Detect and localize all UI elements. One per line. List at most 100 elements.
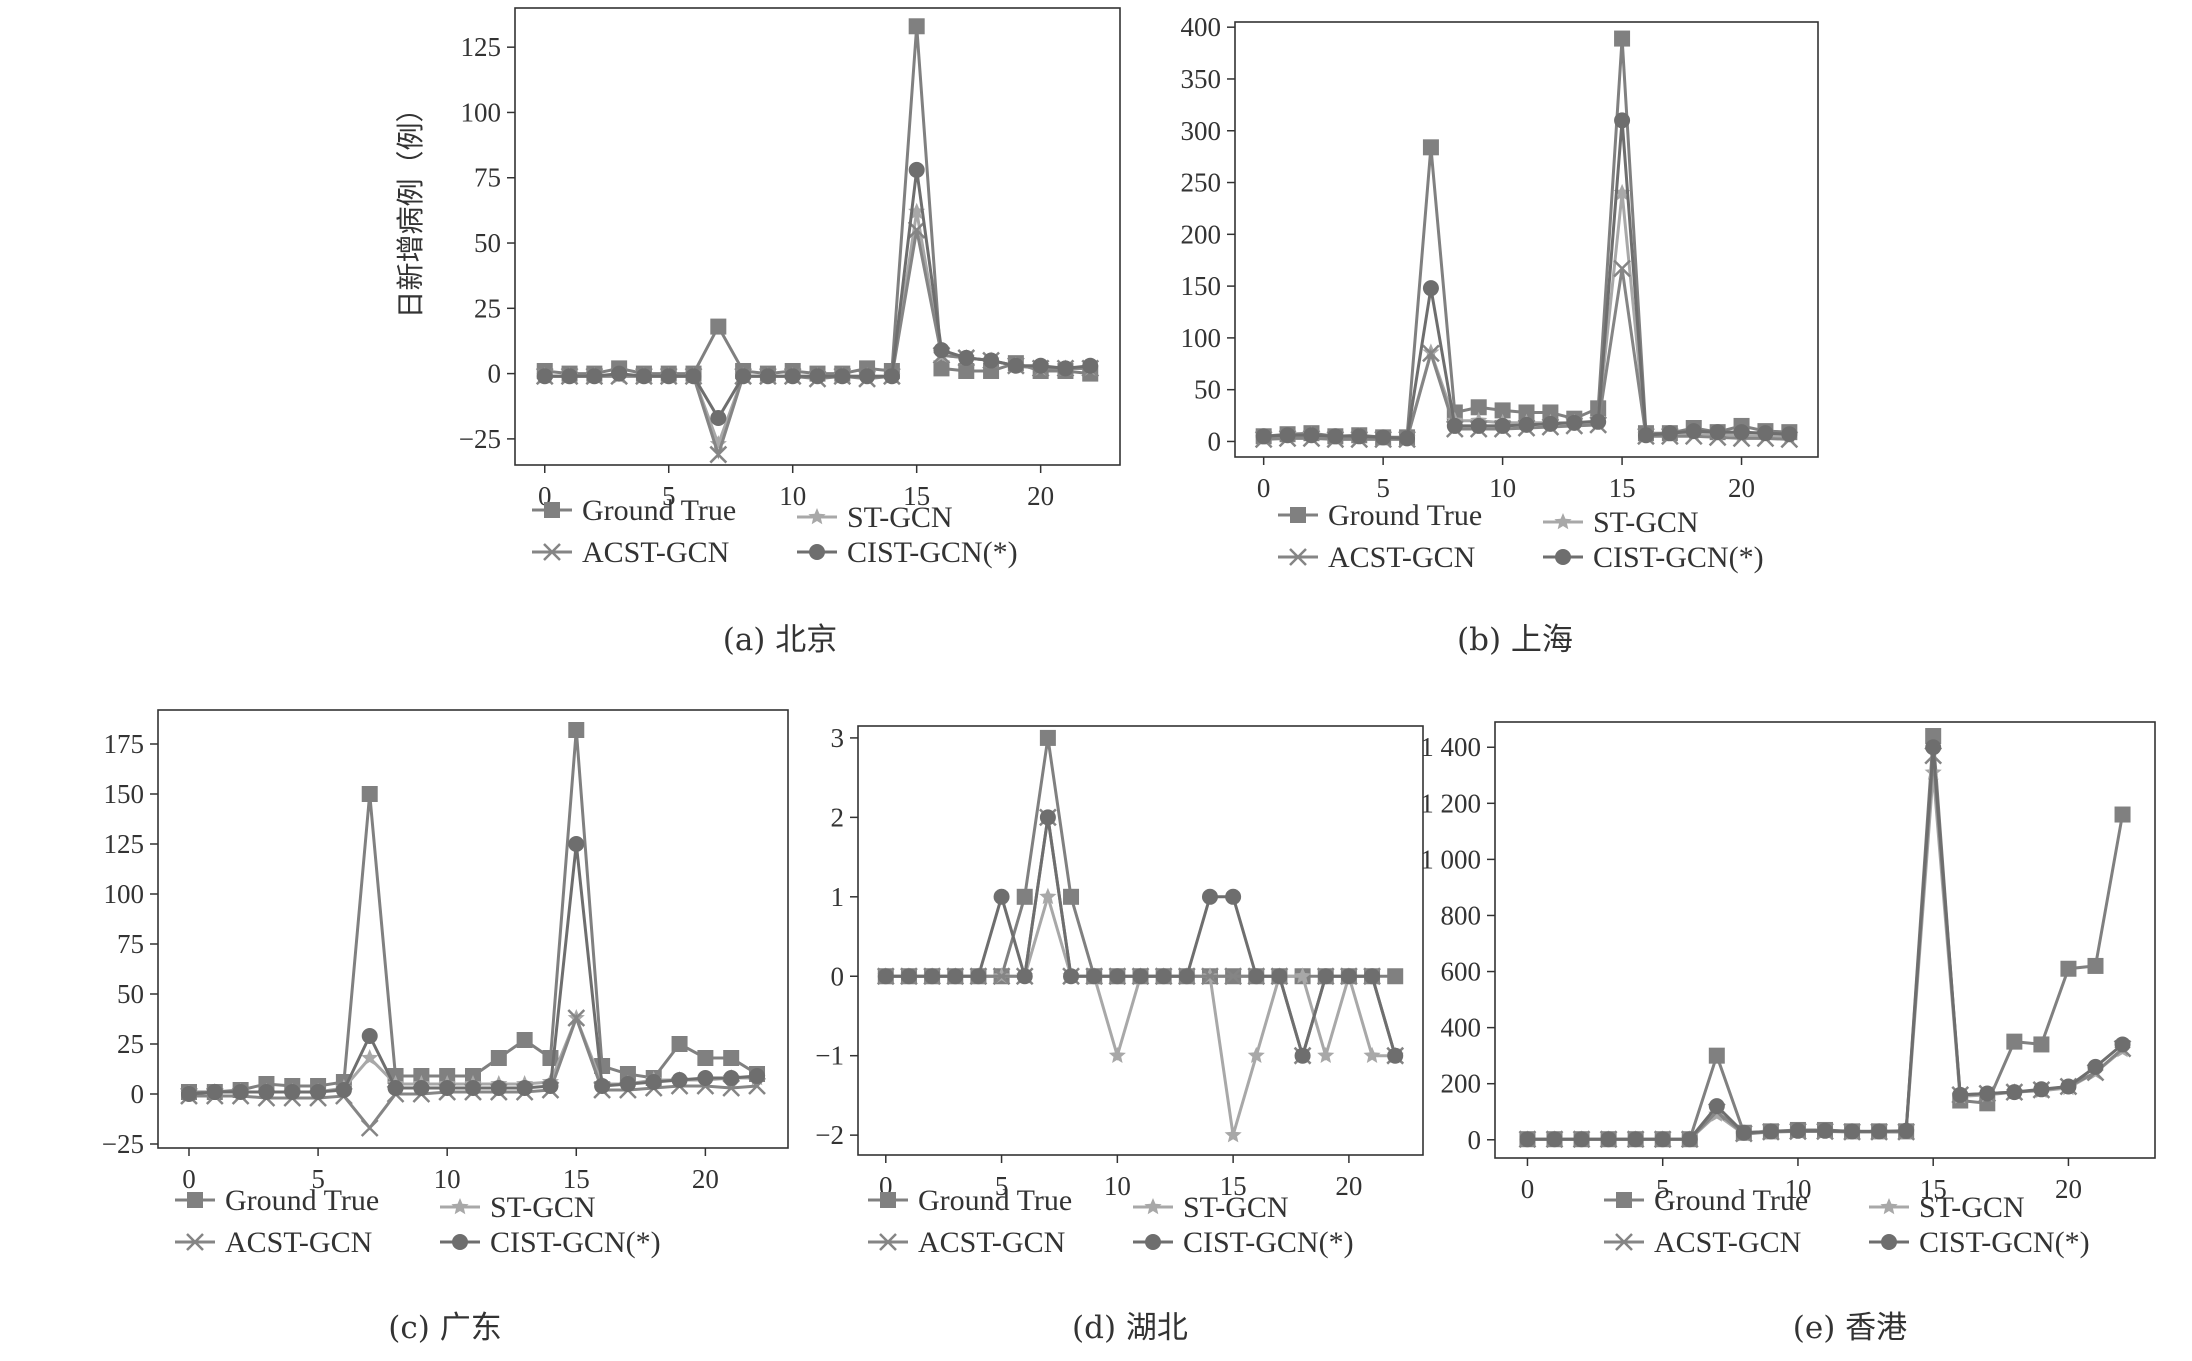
legend-label: ACST-GCN xyxy=(1328,541,1475,574)
y-tick-label: 600 xyxy=(1441,957,1482,987)
data-point xyxy=(709,435,727,452)
data-point xyxy=(1708,1098,1725,1115)
data-point xyxy=(594,1078,611,1094)
series-line xyxy=(1527,772,2124,1141)
y-tick-label: 0 xyxy=(1208,426,1222,456)
y-tick-label: 25 xyxy=(474,293,501,323)
x-tick-label: 10 xyxy=(779,481,806,511)
series-circle xyxy=(1255,112,1798,447)
data-point xyxy=(908,18,925,35)
y-tick-label: −2 xyxy=(815,1120,844,1150)
y-axis-label: 日新增病例（例） xyxy=(394,94,427,318)
data-point xyxy=(723,1050,740,1066)
data-point xyxy=(947,968,964,985)
legend-label: ST-GCN xyxy=(490,1191,596,1224)
data-point xyxy=(387,1080,404,1096)
x-tick-label: 5 xyxy=(1376,473,1390,503)
panel-caption: (d) 湖北 xyxy=(1072,1310,1188,1346)
y-tick-label: 0 xyxy=(131,1079,145,1109)
data-point xyxy=(567,1009,586,1027)
data-point xyxy=(1387,1047,1404,1064)
legend-marker xyxy=(544,502,560,518)
y-tick-label: 100 xyxy=(461,97,502,127)
y-tick-label: 150 xyxy=(1181,271,1222,301)
panel-caption: (c) 广东 xyxy=(388,1310,501,1346)
data-point xyxy=(735,368,752,385)
y-tick-label: 125 xyxy=(461,32,502,62)
legend-label: Ground True xyxy=(1654,1184,1808,1217)
data-point xyxy=(1201,967,1219,986)
legend-marker xyxy=(187,1192,203,1208)
x-tick-label: 20 xyxy=(1027,481,1054,511)
legend-label: Ground True xyxy=(918,1184,1072,1217)
data-point xyxy=(1925,728,1942,745)
data-point xyxy=(1637,427,1654,444)
y-tick-label: −25 xyxy=(102,1129,144,1159)
legend-marker xyxy=(1615,1233,1633,1251)
data-point xyxy=(1614,112,1631,129)
x-tick-label: 15 xyxy=(1609,473,1636,503)
data-point xyxy=(361,1049,379,1066)
x-tick-label: 5 xyxy=(662,481,676,511)
x-tick-label: 10 xyxy=(1104,1171,1131,1201)
legend-marker xyxy=(1145,1234,1161,1250)
data-point xyxy=(1224,967,1243,986)
data-point xyxy=(1351,428,1368,445)
data-point xyxy=(2060,960,2077,977)
data-point xyxy=(1422,139,1439,156)
series-line xyxy=(885,817,1397,1062)
legend-marker xyxy=(1289,548,1307,566)
data-point xyxy=(413,1080,430,1096)
plot-frame xyxy=(157,709,789,1149)
data-point xyxy=(1375,429,1392,446)
legend: Ground True ST-GCN ACST-GCN CIST-GCN(*) xyxy=(1604,1184,2090,1259)
legend-label: ST-GCN xyxy=(1919,1191,2025,1224)
data-point xyxy=(516,1080,533,1096)
legend-label: Ground True xyxy=(225,1184,379,1217)
data-point xyxy=(1303,427,1320,444)
y-tick-label: 1 000 xyxy=(1420,844,1481,874)
data-point xyxy=(1294,967,1312,984)
data-point xyxy=(206,1084,223,1100)
data-point xyxy=(1201,888,1218,905)
series-star xyxy=(877,887,1404,1143)
x-tick-label: 0 xyxy=(1521,1174,1535,1204)
data-point xyxy=(1032,357,1049,374)
series-x xyxy=(876,808,1405,1065)
x-tick-label: 20 xyxy=(692,1164,719,1194)
data-point xyxy=(1613,259,1631,278)
data-point xyxy=(1735,1124,1752,1141)
data-point xyxy=(1399,430,1416,447)
legend-marker xyxy=(186,1233,204,1251)
data-point xyxy=(933,360,950,377)
data-point xyxy=(542,1078,559,1094)
series-circle xyxy=(536,161,1099,426)
data-point xyxy=(619,1076,636,1092)
data-point xyxy=(1294,1047,1311,1064)
data-point xyxy=(1542,415,1559,432)
data-point xyxy=(1422,344,1440,363)
x-tick-label: 0 xyxy=(182,1164,196,1194)
series-line xyxy=(544,229,1091,460)
series-line xyxy=(544,26,1091,376)
data-point xyxy=(1016,888,1033,905)
data-point xyxy=(1224,1126,1242,1143)
data-point xyxy=(1546,1131,1563,1148)
data-point xyxy=(933,342,950,359)
legend: Ground True ST-GCN ACST-GCN CIST-GCN(*) xyxy=(175,1184,661,1259)
data-point xyxy=(1925,739,1942,756)
data-point xyxy=(465,1080,481,1096)
data-point xyxy=(1661,425,1678,442)
data-point xyxy=(697,1050,714,1066)
data-point xyxy=(2087,1058,2104,1075)
legend-label: ACST-GCN xyxy=(582,536,729,569)
series-x xyxy=(535,221,1100,464)
x-tick-label: 15 xyxy=(563,1164,590,1194)
data-point xyxy=(1494,417,1511,434)
legend-marker xyxy=(451,1198,469,1215)
data-point xyxy=(1039,729,1056,746)
